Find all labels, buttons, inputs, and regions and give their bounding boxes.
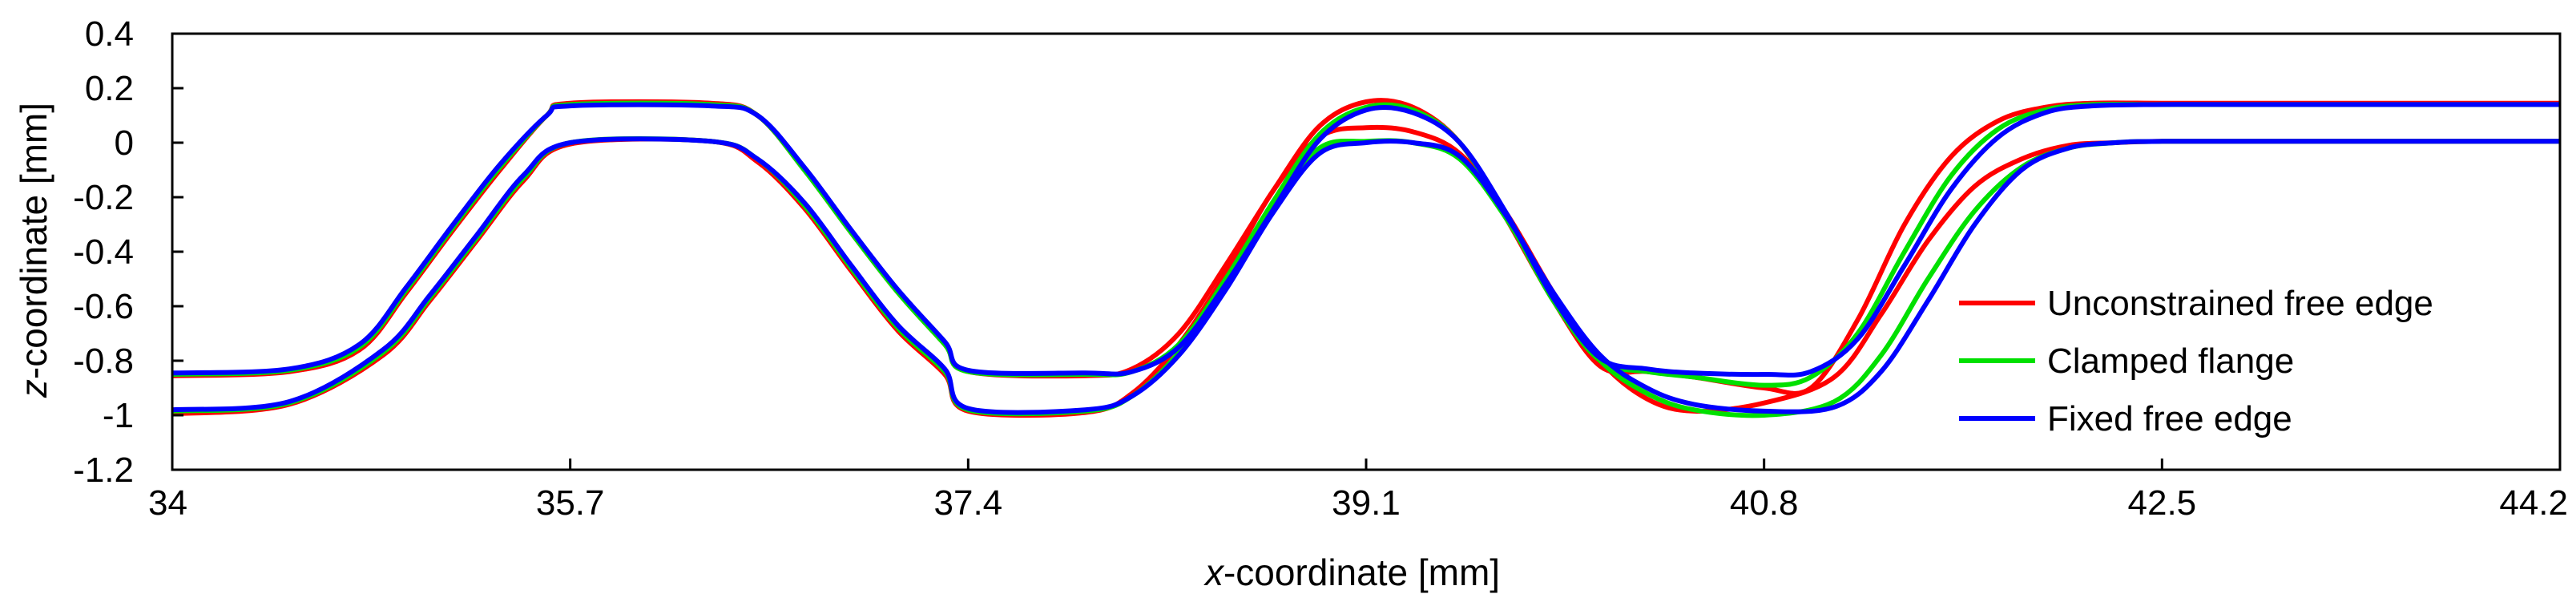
y-tick-label: 0 (115, 123, 134, 163)
x-tick-label: 39.1 (1332, 483, 1401, 523)
y-tick-label: 0.4 (85, 14, 134, 54)
y-tick-label: -1.2 (73, 451, 134, 490)
y-tick-label: 0.2 (85, 69, 134, 108)
y-tick-label: -0.6 (73, 287, 134, 326)
legend-label-clamped: Clamped flange (2047, 341, 2294, 381)
x-tick-label: 37.4 (934, 483, 1003, 523)
y-tick-label: -1 (103, 396, 134, 435)
legend-label-fixed: Fixed free edge (2047, 399, 2292, 438)
x-axis-label: x-coordinate [mm] (1203, 552, 1500, 593)
legend-label-unconstrained: Unconstrained free edge (2047, 284, 2433, 323)
y-tick-label: -0.2 (73, 178, 134, 217)
series-line-fixed-free-edge-upper (171, 102, 2560, 378)
x-tick-label: 34 (148, 483, 187, 523)
y-tick-label: -0.8 (73, 341, 134, 381)
x-tick-label: 42.5 (2128, 483, 2197, 523)
legend: Unconstrained free edge Clamped flange F… (1959, 284, 2433, 438)
tick-layer: 34 35.7 37.4 39.1 40.8 42.5 44.2 0.4 0.2 0 -0.2 -0.… (73, 14, 2568, 523)
x-tick-label: 44.2 (2499, 483, 2568, 523)
y-tick-label: -0.4 (73, 232, 134, 272)
x-tick-label: 40.8 (1730, 483, 1799, 523)
series-line-fixed-free-edge-lower (171, 136, 2560, 415)
y-axis-label: z-coordinate [mm] (13, 103, 54, 398)
series-layer (171, 98, 2560, 418)
x-tick-label: 35.7 (536, 483, 605, 523)
